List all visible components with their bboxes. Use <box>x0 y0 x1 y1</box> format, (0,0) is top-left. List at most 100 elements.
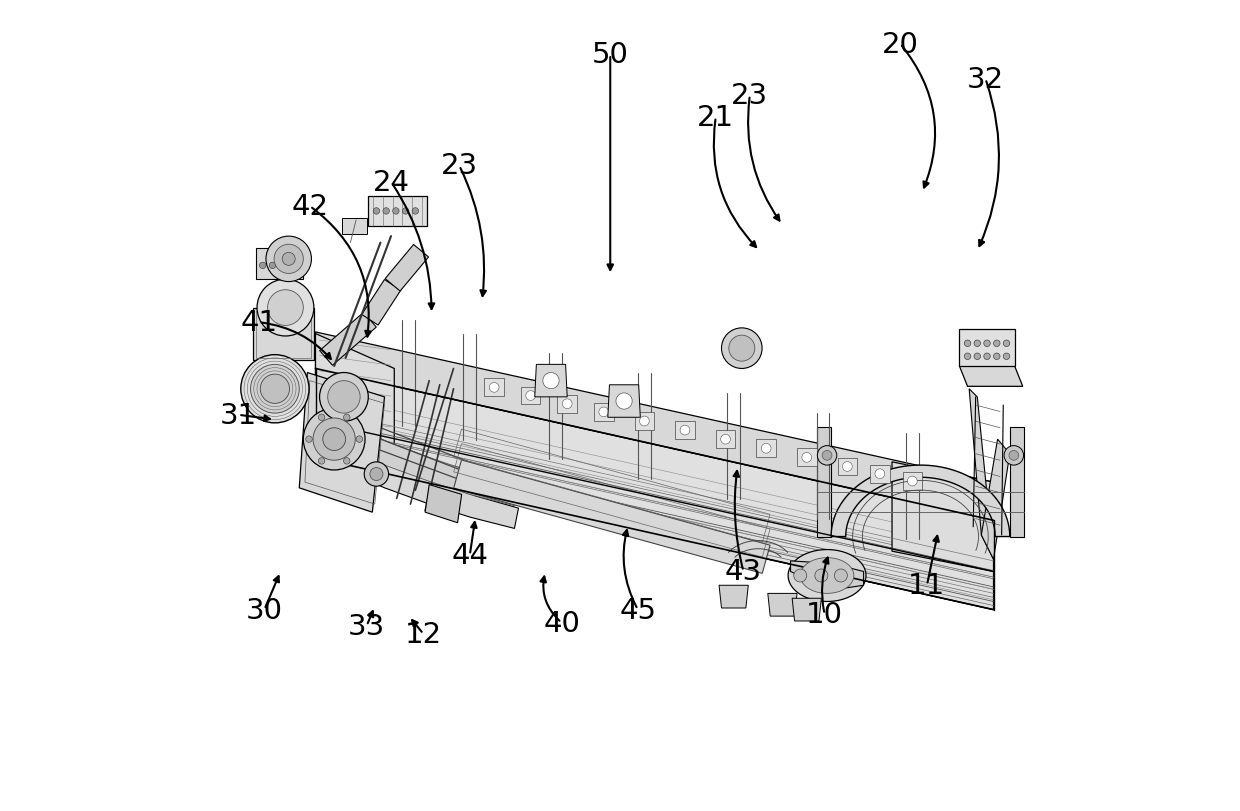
Circle shape <box>304 409 365 470</box>
Polygon shape <box>299 373 384 513</box>
Bar <box>715 431 735 448</box>
Circle shape <box>373 208 379 215</box>
Bar <box>756 440 776 457</box>
Circle shape <box>993 341 999 347</box>
Bar <box>594 404 614 422</box>
Polygon shape <box>534 365 567 397</box>
Circle shape <box>319 414 325 421</box>
Circle shape <box>289 263 295 269</box>
Circle shape <box>983 341 991 347</box>
Polygon shape <box>315 334 394 454</box>
Circle shape <box>835 569 847 582</box>
Bar <box>635 413 655 431</box>
Bar <box>253 308 314 361</box>
Circle shape <box>1009 451 1019 461</box>
Polygon shape <box>348 427 518 506</box>
Text: 31: 31 <box>219 401 257 429</box>
Text: 32: 32 <box>967 66 1004 93</box>
Bar <box>960 330 1014 367</box>
Text: 21: 21 <box>697 104 734 131</box>
Circle shape <box>842 462 852 472</box>
Polygon shape <box>315 333 993 521</box>
Circle shape <box>322 428 346 451</box>
Circle shape <box>817 446 837 466</box>
Text: 43: 43 <box>725 558 763 586</box>
Polygon shape <box>320 313 376 366</box>
Polygon shape <box>800 558 854 594</box>
Circle shape <box>265 237 311 282</box>
Text: 40: 40 <box>543 609 580 637</box>
Circle shape <box>365 462 388 487</box>
Polygon shape <box>315 422 993 610</box>
Bar <box>342 219 367 235</box>
Text: 50: 50 <box>591 41 629 69</box>
Circle shape <box>983 354 991 360</box>
Bar <box>558 395 577 413</box>
Text: 33: 33 <box>348 612 386 640</box>
Circle shape <box>343 414 350 421</box>
Polygon shape <box>816 427 831 537</box>
Bar <box>870 466 889 483</box>
Circle shape <box>241 355 309 423</box>
Circle shape <box>543 373 559 389</box>
Polygon shape <box>892 462 993 572</box>
Circle shape <box>908 477 918 487</box>
Circle shape <box>563 399 572 409</box>
Polygon shape <box>608 385 640 418</box>
Circle shape <box>720 435 730 444</box>
Text: 24: 24 <box>372 169 409 196</box>
Polygon shape <box>791 561 863 590</box>
Text: 20: 20 <box>882 31 919 58</box>
Circle shape <box>257 280 314 337</box>
Circle shape <box>729 336 755 362</box>
Bar <box>676 422 694 440</box>
Polygon shape <box>1009 427 1024 537</box>
Polygon shape <box>315 369 993 610</box>
Circle shape <box>327 381 360 414</box>
Circle shape <box>993 354 999 360</box>
Bar <box>368 196 427 227</box>
Polygon shape <box>789 550 866 602</box>
Text: 23: 23 <box>440 152 477 180</box>
Polygon shape <box>454 461 770 573</box>
Circle shape <box>1003 354 1009 360</box>
Circle shape <box>616 393 632 410</box>
Text: 23: 23 <box>732 82 769 109</box>
Text: 12: 12 <box>405 620 441 648</box>
Circle shape <box>1003 341 1009 347</box>
Bar <box>257 249 304 280</box>
Bar <box>485 379 503 397</box>
Polygon shape <box>970 389 993 560</box>
Circle shape <box>320 373 368 422</box>
Circle shape <box>268 290 304 326</box>
Circle shape <box>975 341 981 347</box>
Circle shape <box>875 470 884 479</box>
Bar <box>257 311 311 358</box>
Circle shape <box>370 468 383 481</box>
Circle shape <box>259 263 265 269</box>
Polygon shape <box>831 466 1009 537</box>
Circle shape <box>965 354 971 360</box>
Circle shape <box>319 458 325 465</box>
Circle shape <box>312 418 356 461</box>
Circle shape <box>260 375 289 404</box>
Polygon shape <box>362 280 401 326</box>
Circle shape <box>490 383 498 393</box>
Circle shape <box>794 569 807 582</box>
Polygon shape <box>960 367 1023 387</box>
Circle shape <box>412 208 419 215</box>
Text: 44: 44 <box>451 542 489 569</box>
Polygon shape <box>768 594 797 616</box>
Text: 42: 42 <box>291 193 329 221</box>
Circle shape <box>279 263 285 269</box>
Polygon shape <box>981 440 1009 560</box>
Circle shape <box>250 365 299 414</box>
Circle shape <box>680 426 689 436</box>
Polygon shape <box>719 586 748 608</box>
Circle shape <box>640 417 650 427</box>
Circle shape <box>274 245 304 274</box>
Circle shape <box>822 451 832 461</box>
Polygon shape <box>348 450 518 529</box>
Bar <box>903 473 923 491</box>
Circle shape <box>306 436 312 443</box>
